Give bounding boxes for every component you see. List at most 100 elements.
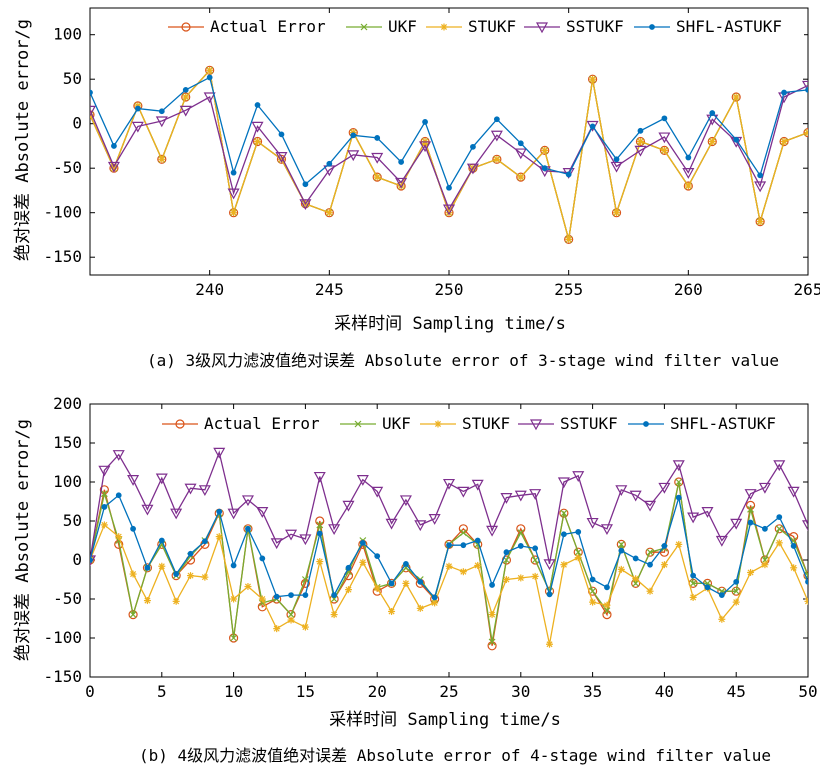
panel-b-legend-marker-stukf	[434, 420, 442, 428]
panel-b-point-stukf	[675, 540, 683, 548]
panel-b-point-ukf	[732, 587, 740, 595]
panel-b-point-ukf	[100, 490, 108, 498]
panel-b-point-shfl	[130, 525, 136, 532]
panel-b-point-stukf	[359, 558, 367, 566]
panel-b-point-shfl	[288, 592, 294, 598]
panel-b-point-shfl	[403, 561, 409, 567]
panel-b-point-sstukf	[442, 478, 456, 490]
panel-a-point-shfl	[637, 127, 644, 134]
panel-b-point-shfl	[359, 539, 366, 546]
panel-b-point-sstukf	[342, 500, 355, 512]
panel-b-point-shfl	[632, 555, 639, 562]
panel-a-point-sstukf	[227, 188, 240, 200]
panel-b-point-stukf	[100, 521, 108, 529]
panel-b-point-shfl	[474, 537, 481, 544]
panel-b-point-sstukf	[758, 482, 771, 494]
panel-b-point-stukf	[129, 570, 137, 578]
panel-a-xtick-label: 245	[315, 280, 344, 299]
panel-b-point-shfl	[331, 592, 338, 598]
panel-b-point-stukf	[660, 561, 668, 569]
panel-a-point-actual	[659, 145, 670, 155]
panel-b-point-shfl	[144, 564, 151, 571]
panel-a-point-shfl	[781, 89, 787, 96]
panel-a-point-sstukf	[275, 152, 288, 163]
panel-b-point-stukf	[388, 607, 396, 615]
panel-b-legend-marker-actual	[175, 419, 185, 429]
panel-a-point-sstukf	[801, 80, 808, 92]
panel-b-point-shfl	[245, 525, 251, 532]
panel-b-point-sstukf	[500, 493, 513, 504]
panel-a-point-shfl	[565, 171, 572, 178]
panel-b-point-ukf	[560, 509, 568, 517]
panel-a-point-actual	[611, 208, 622, 218]
panel-a-legend-entry-stukf: STUKF	[426, 17, 516, 36]
panel-a-legend-label-stukf: STUKF	[468, 17, 516, 36]
panel-a-ytick-label: -150	[43, 247, 82, 266]
panel-b-legend-label-ukf: UKF	[382, 414, 411, 433]
panel-b-legend-marker-sstukf	[529, 419, 543, 431]
panel-b-point-ukf	[230, 634, 238, 642]
panel-b-point-ukf	[316, 521, 324, 529]
panel-b-point-ukf	[517, 529, 525, 537]
panel-a-point-sstukf	[203, 92, 216, 104]
panel-b-point-shfl	[489, 582, 495, 588]
panel-b-point-shfl	[216, 508, 223, 515]
panel-b-caption: (b) 4级风力滤波值绝对误差 Absolute error of 4-stag…	[139, 746, 771, 765]
panel-b-point-stukf	[747, 568, 755, 576]
panel-a-point-shfl	[278, 131, 285, 138]
panel-a-point-shfl	[90, 89, 93, 96]
panel-b-point-actual	[444, 539, 454, 550]
panel-a-xtick-label: 255	[554, 280, 583, 299]
panel-b-point-stukf	[531, 572, 539, 580]
panel-b-point-stukf	[416, 604, 424, 612]
panel-b-point-shfl	[201, 538, 208, 545]
panel-b-point-stukf	[187, 572, 195, 580]
panel-b-point-shfl	[158, 537, 165, 544]
panel-a-point-stukf	[708, 138, 716, 145]
panel-b-point-shfl	[675, 494, 682, 501]
panel-a-point-actual	[229, 208, 239, 218]
panel-a-series-stukf	[90, 66, 808, 243]
panel-a-point-shfl	[541, 165, 548, 172]
panel-b-point-sstukf	[198, 485, 211, 497]
panel-b-point-sstukf	[486, 525, 499, 537]
panel-a-legend-entry-shfl: SHFL-ASTUKF	[634, 17, 782, 36]
panel-a-point-stukf	[206, 66, 214, 74]
panel-a-point-shfl	[517, 140, 524, 147]
panel-b-point-shfl	[589, 576, 596, 583]
panel-b-point-stukf	[474, 561, 482, 569]
panel-a-xtick-label: 265	[794, 280, 820, 299]
panel-a-point-actual	[492, 154, 502, 164]
panel-b-point-sstukf	[658, 482, 671, 494]
panel-b-point-ukf	[531, 556, 539, 564]
panel-b-series-sstukf	[90, 447, 808, 571]
panel-b-point-stukf	[445, 562, 453, 570]
panel-a-point-shfl	[422, 119, 428, 125]
panel-b-point-sstukf	[644, 500, 657, 512]
panel-b-point-ukf	[603, 607, 611, 615]
panel-a-plot-area	[90, 65, 808, 244]
panel-b-point-shfl	[733, 578, 740, 585]
panel-b-point-sstukf	[529, 489, 542, 500]
panel-b-point-stukf	[603, 601, 611, 609]
panel-a-series-line-sstukf	[90, 84, 808, 211]
panel-b-point-stukf	[172, 597, 180, 605]
panel-b-point-stukf	[244, 583, 252, 591]
panel-b-point-sstukf	[356, 475, 369, 486]
panel-b-point-sstukf	[414, 520, 427, 532]
panel-b-point-sstukf	[801, 520, 808, 532]
panel-b-point-ukf	[301, 576, 309, 583]
panel-b-point-shfl	[101, 504, 108, 510]
panel-a-point-sstukf	[155, 116, 168, 128]
panel-b-point-sstukf	[457, 486, 470, 498]
panel-b-point-shfl	[273, 593, 280, 600]
panel-b-point-sstukf	[170, 508, 183, 520]
panel-b-series-ukf	[90, 478, 808, 646]
panel-b-point-shfl	[374, 553, 381, 559]
panel-b-point-sstukf	[127, 475, 140, 486]
panel-b-point-stukf	[632, 575, 640, 583]
panel-b-point-stukf	[546, 640, 554, 648]
panel-b-xtick-label: 50	[798, 682, 817, 701]
panel-b-chart: (b) 4级风力滤波值绝对误差 Absolute error of 4-stag…	[13, 394, 818, 765]
panel-a-point-sstukf	[658, 132, 671, 144]
